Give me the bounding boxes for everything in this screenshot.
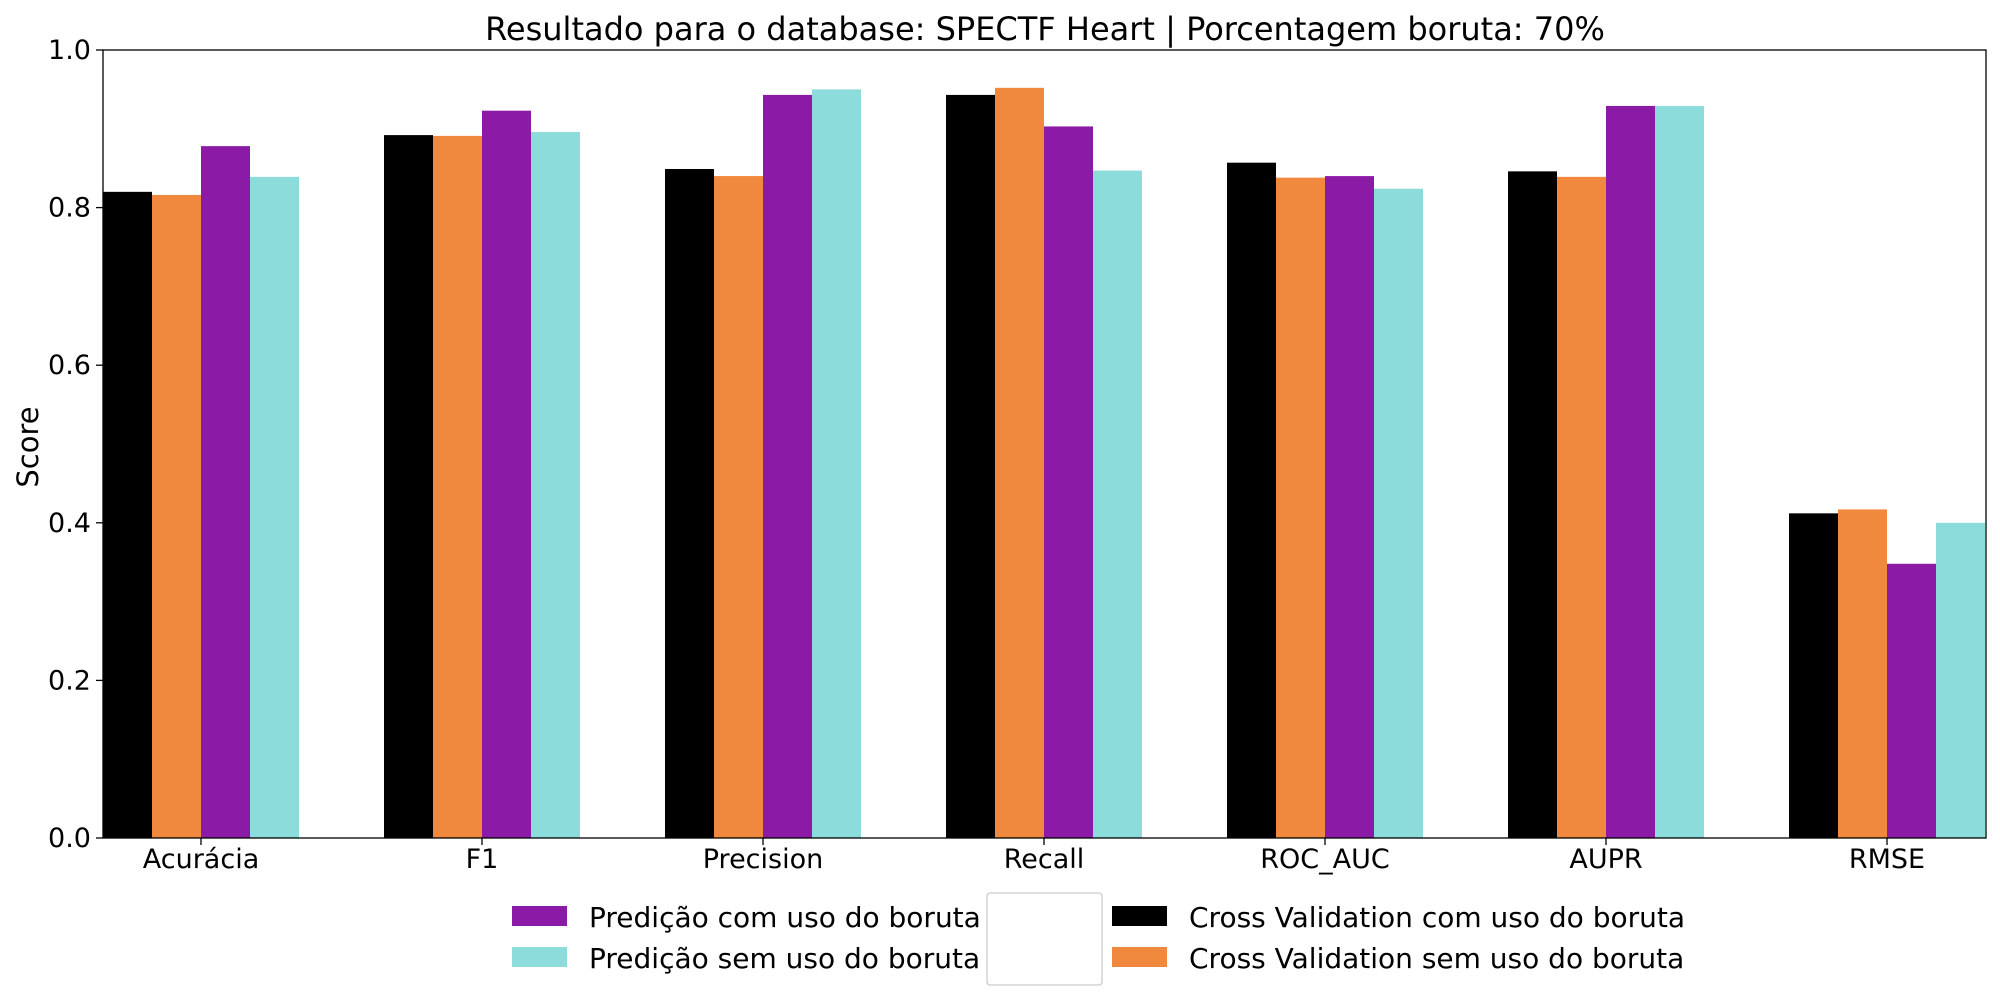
bar-recall-series-3 [1044, 126, 1093, 839]
bar-recall-series-1 [946, 94, 995, 838]
legend-swatch-series-1 [1112, 906, 1167, 926]
legend: Predição com uso do boruta Predição sem u… [512, 892, 1685, 986]
y-tick-label: 0.6 [48, 350, 91, 381]
x-tick-label: AUPR [1569, 844, 1642, 875]
x-axis: Acurácia F1 Precision Recall ROC_AUC AUPR RMSE [143, 838, 1925, 875]
bar-f1-series-2 [433, 135, 482, 839]
bar-precision-series-2 [714, 176, 763, 838]
legend-swatch-series-3 [512, 906, 567, 926]
chart-title: Resultado para o database: SPECTF Heart … [485, 10, 1605, 48]
bar-rmse-series-1 [1789, 513, 1838, 838]
legend-label-series-3: Predição com uso do boruta [589, 901, 981, 934]
bar-roc-auc-series-4 [1374, 188, 1423, 839]
bar-precision-series-3 [763, 94, 812, 838]
x-tick-label: Recall [1004, 844, 1085, 875]
y-tick-label: 0.4 [48, 508, 91, 539]
bar-roc-auc-series-1 [1227, 162, 1276, 838]
bar-acur-cia-series-4 [250, 176, 299, 839]
bar-roc-auc-series-2 [1276, 177, 1325, 838]
bar-recall-series-2 [995, 87, 1044, 839]
x-tick-label: Precision [703, 844, 823, 875]
bar-aupr-series-3 [1606, 105, 1655, 838]
bar-roc-auc-series-3 [1325, 176, 1374, 838]
bar-precision-series-4 [812, 89, 861, 838]
bar-acur-cia-series-2 [152, 194, 201, 838]
y-axis: 0.0 0.2 0.4 0.6 0.8 1.0 [48, 35, 103, 854]
bar-f1-series-1 [384, 135, 433, 838]
x-tick-label: F1 [466, 844, 499, 875]
x-tick-label: Acurácia [143, 844, 260, 875]
legend-label-series-4: Predição sem uso do boruta [589, 942, 980, 975]
bar-acur-cia-series-3 [201, 146, 250, 839]
bar-f1-series-3 [482, 110, 531, 838]
y-tick-label: 1.0 [48, 35, 91, 66]
bar-aupr-series-1 [1508, 171, 1557, 839]
y-tick-label: 0.8 [48, 193, 91, 224]
bar-rmse-series-2 [1838, 509, 1887, 838]
y-tick-label: 0.0 [48, 823, 91, 854]
bar-aupr-series-4 [1655, 105, 1704, 838]
bar-rmse-series-4 [1936, 522, 1985, 838]
x-tick-label: RMSE [1849, 844, 1925, 875]
bar-aupr-series-2 [1557, 176, 1606, 839]
y-axis-label: Score [11, 406, 45, 487]
bar-rmse-series-3 [1887, 563, 1936, 838]
legend-label-series-1: Cross Validation com uso do boruta [1189, 901, 1685, 934]
bar-recall-series-4 [1093, 170, 1142, 839]
bar-acur-cia-series-1 [103, 191, 152, 839]
legend-swatch-series-4 [512, 947, 567, 967]
legend-swatch-series-2 [1112, 947, 1167, 967]
bar-f1-series-4 [531, 131, 580, 838]
x-tick-label: ROC_AUC [1260, 844, 1389, 875]
bars-layer [103, 87, 1985, 839]
legend-box [986, 892, 1103, 986]
y-tick-label: 0.2 [48, 665, 91, 696]
bar-precision-series-1 [665, 168, 714, 838]
legend-label-series-2: Cross Validation sem uso do boruta [1189, 942, 1684, 975]
